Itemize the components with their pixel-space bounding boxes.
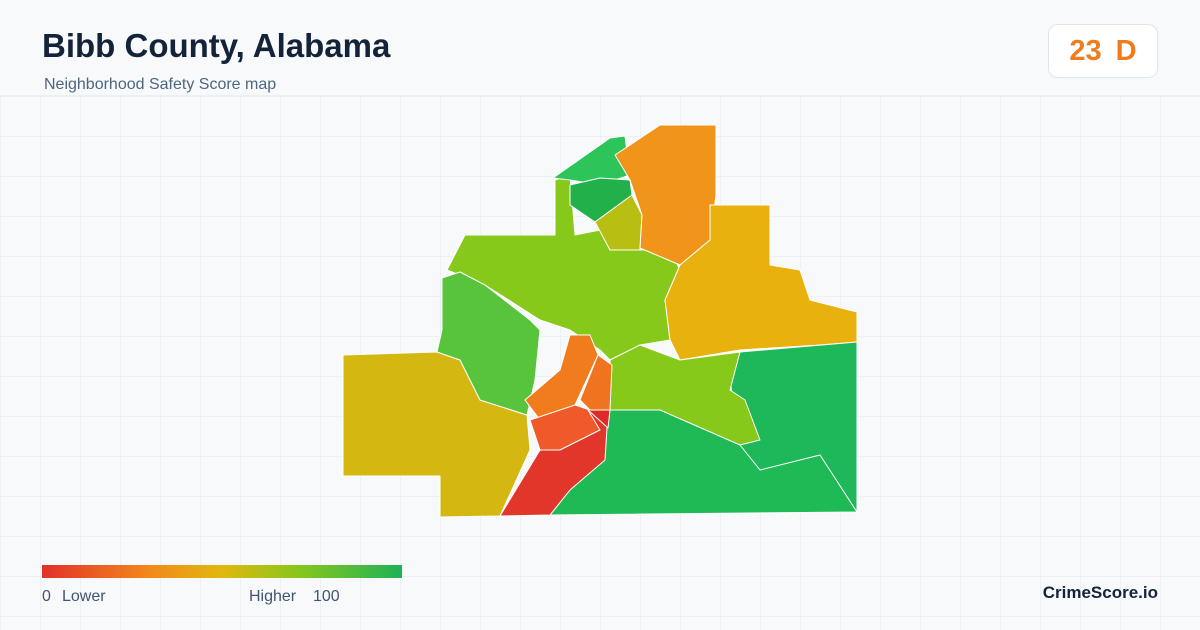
region — [579, 354, 613, 411]
region — [587, 409, 611, 429]
score-value: 23 — [1069, 34, 1102, 67]
score-grade: D — [1115, 34, 1137, 67]
legend-gradient — [42, 565, 402, 578]
title: Bibb County, Alabama — [42, 27, 391, 64]
legend-max: 100 — [313, 588, 340, 605]
score-badge: 23 D — [1048, 24, 1158, 78]
legend-max-label: Higher — [249, 588, 297, 605]
subtitle: Neighborhood Safety Score map — [44, 76, 277, 93]
legend-min-label: Lower — [62, 588, 106, 605]
brand: CrimeScore.io — [1042, 583, 1158, 602]
legend-min: 0 — [42, 588, 51, 605]
